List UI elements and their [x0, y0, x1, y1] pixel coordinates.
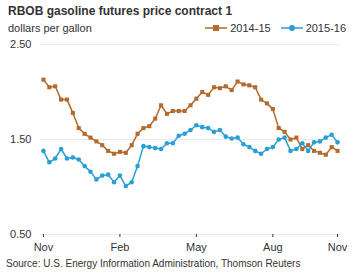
- svg-text:Nov: Nov: [34, 241, 54, 253]
- html-text:2014-15: 2014-15: [230, 22, 271, 34]
- html-text:dollars per gallon: dollars per gallon: [8, 22, 92, 34]
- svg-text:Nov: Nov: [328, 241, 348, 253]
- svg-text:0.50: 0.50: [10, 228, 31, 240]
- svg-text:Feb: Feb: [110, 241, 129, 253]
- html-text:Source: U.S. Energy Informatio: Source: U.S. Energy Information Administ…: [6, 258, 301, 269]
- svg-text:Aug: Aug: [263, 241, 283, 253]
- svg-text:2.50: 2.50: [10, 38, 31, 50]
- html-text:RBOB gasoline futures price co: RBOB gasoline futures price contract 1: [8, 4, 233, 18]
- svg-text:May: May: [186, 241, 207, 253]
- svg-text:1.50: 1.50: [10, 133, 31, 145]
- html-text:2015-16: 2015-16: [305, 22, 346, 34]
